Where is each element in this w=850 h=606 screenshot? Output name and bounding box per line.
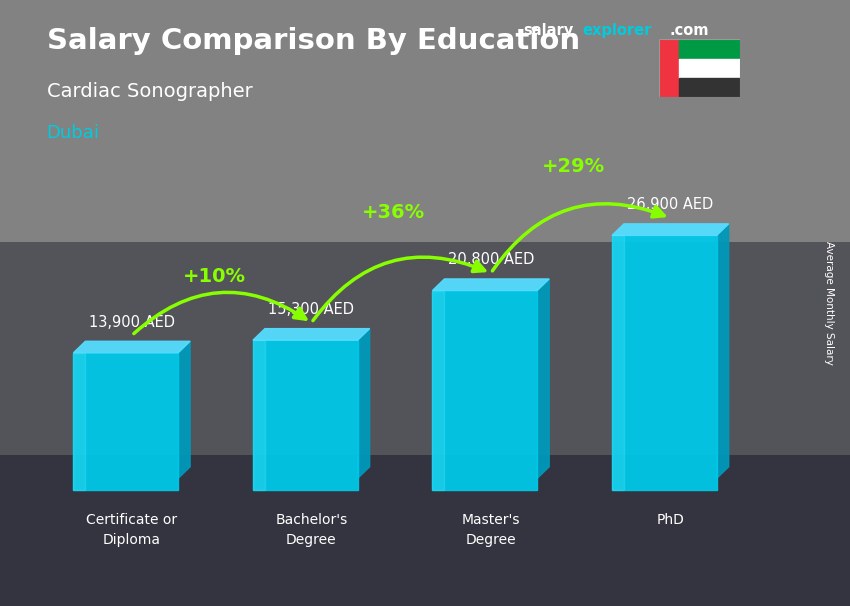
Polygon shape bbox=[612, 235, 624, 490]
Polygon shape bbox=[253, 328, 370, 340]
Polygon shape bbox=[73, 353, 85, 490]
Text: +29%: +29% bbox=[541, 156, 604, 176]
Polygon shape bbox=[717, 224, 728, 478]
Text: +36%: +36% bbox=[362, 203, 425, 222]
Text: 20,800 AED: 20,800 AED bbox=[448, 252, 534, 267]
Text: 13,900 AED: 13,900 AED bbox=[88, 315, 175, 330]
Text: Master's
Degree: Master's Degree bbox=[462, 513, 520, 547]
Text: PhD: PhD bbox=[656, 513, 684, 527]
Polygon shape bbox=[612, 235, 717, 490]
Polygon shape bbox=[537, 279, 549, 478]
Polygon shape bbox=[433, 290, 445, 490]
Polygon shape bbox=[73, 353, 178, 490]
Bar bbox=[659, 39, 679, 97]
Bar bbox=[679, 78, 740, 97]
Text: Cardiac Sonographer: Cardiac Sonographer bbox=[47, 82, 252, 101]
Bar bbox=[679, 59, 740, 78]
Polygon shape bbox=[612, 224, 728, 235]
Text: Dubai: Dubai bbox=[47, 124, 99, 142]
Polygon shape bbox=[178, 341, 190, 478]
Polygon shape bbox=[433, 290, 537, 490]
Polygon shape bbox=[253, 340, 358, 490]
Text: Bachelor's
Degree: Bachelor's Degree bbox=[275, 513, 348, 547]
Bar bbox=[0, 454, 850, 606]
Text: +10%: +10% bbox=[183, 267, 246, 286]
Polygon shape bbox=[433, 279, 549, 290]
Text: explorer: explorer bbox=[582, 23, 652, 38]
Text: 26,900 AED: 26,900 AED bbox=[627, 198, 713, 212]
Polygon shape bbox=[358, 328, 370, 478]
Text: Certificate or
Diploma: Certificate or Diploma bbox=[86, 513, 178, 547]
Bar bbox=[0, 242, 850, 454]
Text: .com: .com bbox=[670, 23, 709, 38]
Bar bbox=[679, 39, 740, 59]
Text: salary: salary bbox=[523, 23, 573, 38]
Text: 15,300 AED: 15,300 AED bbox=[269, 302, 354, 317]
Text: Average Monthly Salary: Average Monthly Salary bbox=[824, 241, 834, 365]
Text: Salary Comparison By Education: Salary Comparison By Education bbox=[47, 27, 580, 55]
Polygon shape bbox=[253, 340, 265, 490]
Polygon shape bbox=[73, 341, 190, 353]
